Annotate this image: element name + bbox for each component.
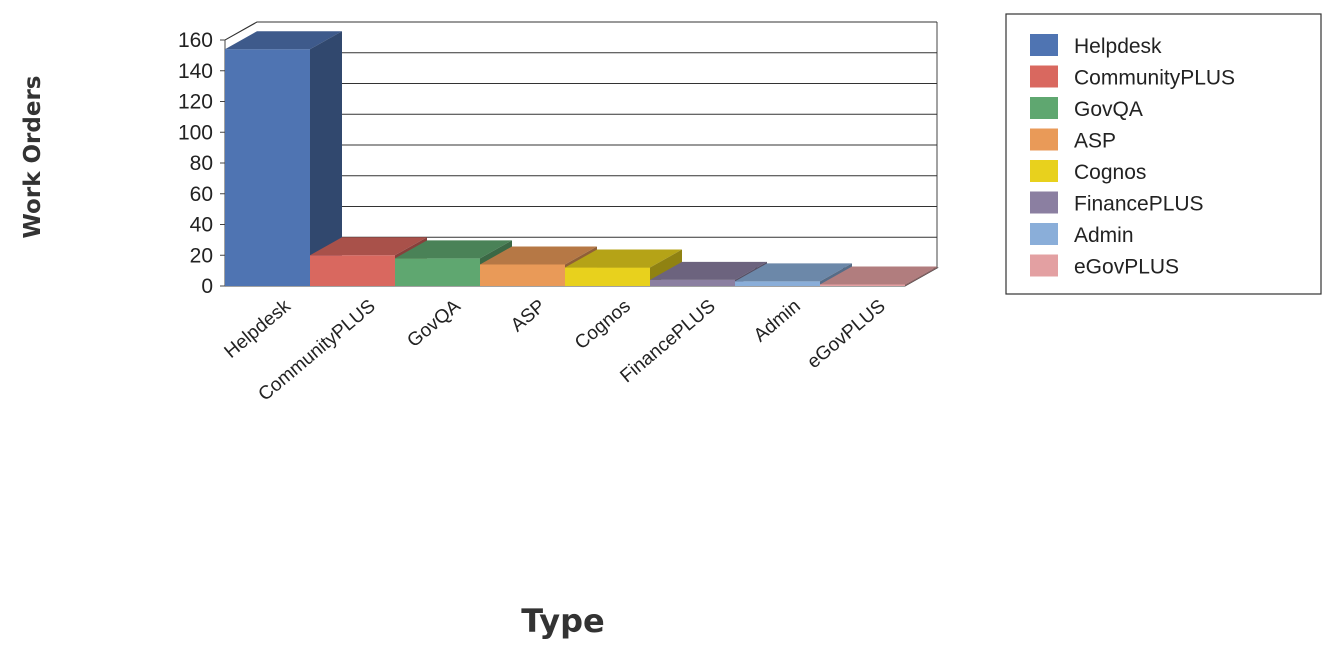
legend-swatch <box>1030 34 1058 56</box>
y-tick-label: 140 <box>178 60 213 83</box>
legend-label: FinancePLUS <box>1074 193 1204 216</box>
legend-label: CommunityPLUS <box>1074 67 1235 90</box>
legend-label: GovQA <box>1074 98 1143 121</box>
bar-front <box>225 49 310 286</box>
gridline <box>224 21 937 41</box>
bar-front <box>310 255 395 286</box>
legend-swatch <box>1030 160 1058 182</box>
bar-front <box>735 281 820 286</box>
y-tick-label: 100 <box>178 121 213 144</box>
legend-item: Cognos <box>1030 160 1146 184</box>
x-axis-title: Type <box>521 602 605 640</box>
bar-top <box>650 261 767 280</box>
bar-top <box>565 249 682 268</box>
bar-top <box>735 263 852 282</box>
y-axis-title: Work Orders <box>20 76 46 239</box>
x-tick-label: ASP <box>507 296 550 337</box>
legend-label: eGovPLUS <box>1074 256 1179 279</box>
legend-item: ASP <box>1030 128 1116 153</box>
legend-item: eGovPLUS <box>1030 254 1179 279</box>
bar-helpdesk <box>225 31 342 286</box>
legend-swatch <box>1030 191 1058 214</box>
y-tick-label: 80 <box>190 152 213 175</box>
legend-label: Cognos <box>1074 161 1146 184</box>
x-tick-label: Helpdesk <box>221 295 296 362</box>
legend-item: FinancePLUS <box>1030 191 1204 216</box>
y-tick-label: 160 <box>178 29 213 52</box>
bar-front <box>395 258 480 286</box>
legend-label: Admin <box>1074 224 1134 247</box>
legend-swatch <box>1030 65 1058 88</box>
legend-label: ASP <box>1074 130 1116 153</box>
bar-front <box>820 284 905 286</box>
bar-front <box>650 279 735 286</box>
bar-top <box>820 266 937 285</box>
bar-cognos <box>565 249 682 286</box>
y-tick-label: 60 <box>190 183 213 206</box>
legend-item: Helpdesk <box>1030 34 1162 58</box>
bar-side <box>905 266 937 286</box>
x-tick-label: Admin <box>750 296 805 347</box>
y-tick-label: 20 <box>190 244 213 267</box>
legend-swatch <box>1030 97 1058 119</box>
bar-front <box>565 267 650 286</box>
legend-box <box>1005 13 1322 295</box>
bar-top <box>310 237 427 256</box>
bar-top <box>225 31 342 50</box>
bar-top <box>395 240 512 259</box>
legend: Helpdesk CommunityPLUS GovQA ASP Cognos Finan… <box>1005 13 1322 295</box>
x-tick-label: GovQA <box>403 296 464 352</box>
y-axis-ticks: 0 20 40 60 80 100 120 140 160 <box>178 29 225 298</box>
legend-item: CommunityPLUS <box>1030 65 1235 90</box>
y-tick-label: 120 <box>178 91 213 114</box>
bar-side <box>310 31 342 286</box>
bar-top <box>480 246 597 265</box>
legend-label: Helpdesk <box>1074 35 1162 58</box>
legend-item: GovQA <box>1030 97 1143 121</box>
legend-swatch <box>1030 254 1058 277</box>
x-tick-label: Cognos <box>571 296 635 354</box>
bar-front <box>480 264 565 286</box>
legend-swatch <box>1030 223 1058 245</box>
legend-swatch <box>1030 128 1058 151</box>
bars-group <box>225 31 937 286</box>
y-tick-label: 0 <box>201 275 213 298</box>
y-tick-label: 40 <box>190 214 213 237</box>
bar-egovplus <box>820 266 937 286</box>
legend-item: Admin <box>1030 223 1134 247</box>
x-tick-label: eGovPLUS <box>803 296 889 373</box>
